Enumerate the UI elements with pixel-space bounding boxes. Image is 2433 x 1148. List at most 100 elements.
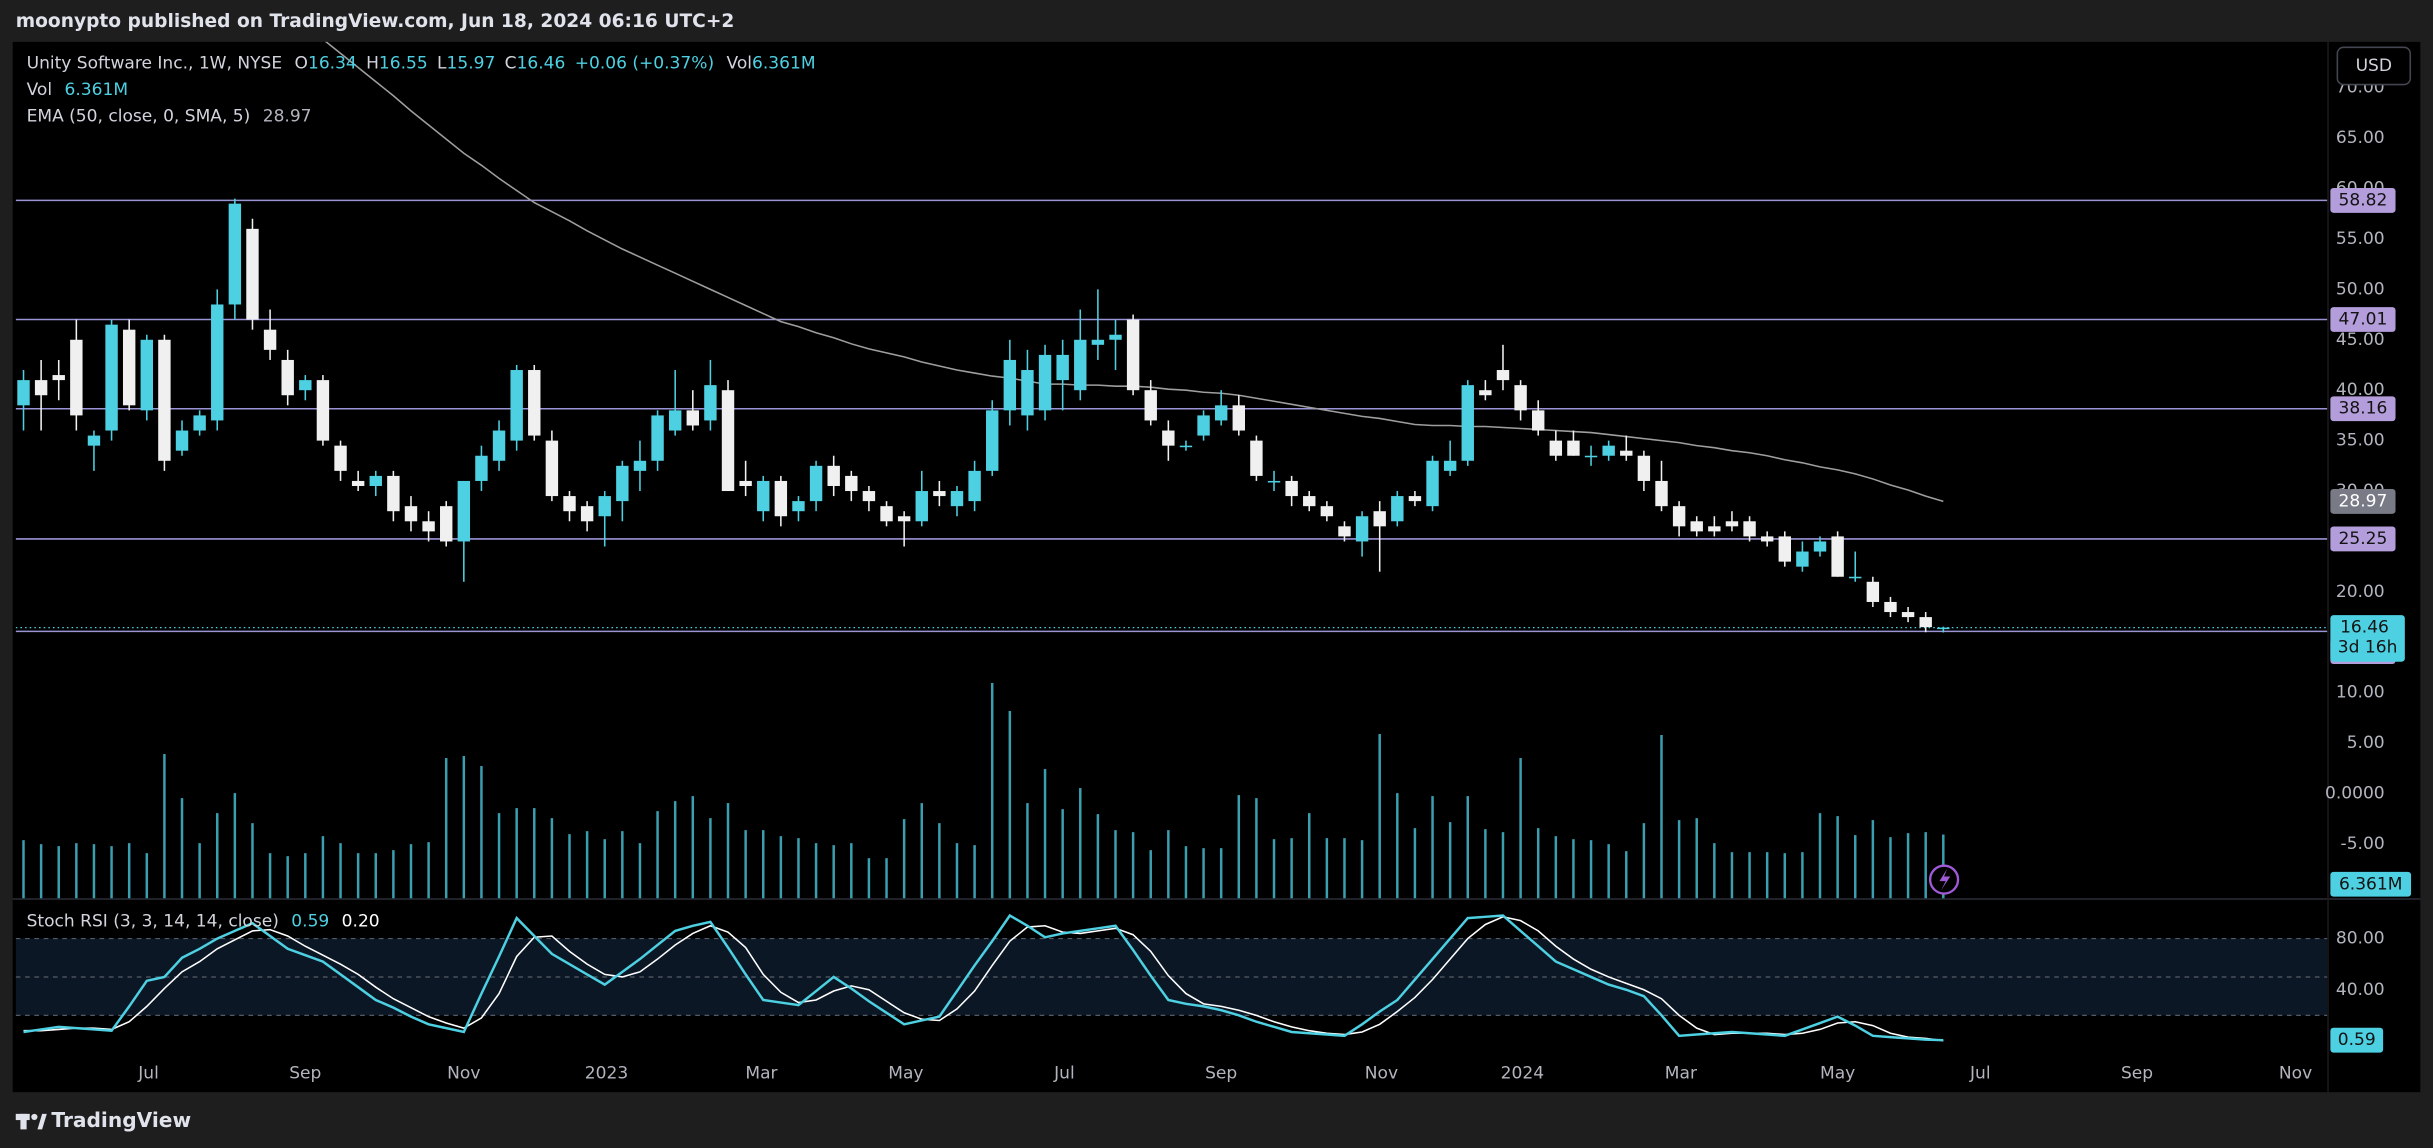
candle-body xyxy=(1056,354,1069,381)
candle-body xyxy=(1831,536,1844,577)
candle-body xyxy=(457,480,471,542)
volume-bar xyxy=(1026,803,1029,899)
candle-body xyxy=(1549,440,1563,456)
volume-bar xyxy=(392,850,395,899)
candle-body xyxy=(1725,521,1739,527)
level-tag: 58.82 xyxy=(2339,190,2388,210)
candle-body xyxy=(545,440,559,497)
volume-bar xyxy=(409,844,413,899)
candle-body xyxy=(211,304,224,421)
volume-bar xyxy=(180,798,184,899)
candle-body xyxy=(87,435,101,446)
volume-bar xyxy=(1607,844,1610,899)
volume-bar xyxy=(1783,853,1787,899)
published-line: moonypto published on TradingView.com, J… xyxy=(16,11,735,32)
candle-body xyxy=(70,339,83,416)
candle-body xyxy=(1849,576,1862,579)
stoch-label: Stoch RSI (3, 3, 14, 14, close) xyxy=(27,912,279,932)
candle-body xyxy=(1901,612,1915,618)
volume-bar xyxy=(1871,820,1875,899)
candle-body xyxy=(193,415,206,431)
volume-bar xyxy=(216,813,219,899)
candle-body xyxy=(1074,339,1087,391)
candle-body xyxy=(1602,445,1615,456)
candle-body xyxy=(651,415,664,461)
candle-body xyxy=(1796,551,1809,567)
volume-bar xyxy=(797,838,800,899)
candle-body xyxy=(616,465,629,502)
candle-body xyxy=(1091,339,1105,345)
candle-body xyxy=(1267,480,1281,483)
y-tick-label: 50.00 xyxy=(2336,279,2385,299)
currency[interactable]: USD xyxy=(2356,56,2392,76)
candle-body xyxy=(1179,445,1193,448)
volume-bar xyxy=(603,839,606,899)
level-tag: 38.16 xyxy=(2339,399,2388,419)
chart-panel xyxy=(12,41,2421,1093)
candle-body xyxy=(175,430,189,451)
volume-bar xyxy=(1396,793,1399,899)
volume-bar xyxy=(1572,839,1575,899)
candle-body xyxy=(827,465,840,486)
high-value: 16.55 xyxy=(379,54,428,74)
volume-bar xyxy=(920,803,924,899)
candle-body xyxy=(933,491,946,497)
volume-bar xyxy=(1536,828,1540,899)
volume-bar xyxy=(1625,851,1628,899)
volume-bar xyxy=(268,853,272,899)
volume-bar xyxy=(1906,833,1910,899)
currency-button[interactable] xyxy=(2336,46,2412,86)
volume-bar xyxy=(92,844,96,899)
candle-body xyxy=(1003,359,1017,411)
volume-bar xyxy=(1642,823,1646,899)
volume-bar xyxy=(1343,838,1346,899)
candle-body xyxy=(1567,440,1580,456)
volume-bar xyxy=(1748,852,1751,899)
x-tick-label: Mar xyxy=(745,1064,778,1084)
volume-bar xyxy=(1431,796,1434,899)
candle-body xyxy=(281,359,294,396)
l-letter: L xyxy=(437,54,447,74)
candle-body xyxy=(633,460,647,471)
volume-bar xyxy=(885,858,888,899)
volume-bar xyxy=(1854,835,1857,899)
candle-body xyxy=(686,410,699,426)
candle-body xyxy=(774,480,788,517)
volume-bar xyxy=(1589,840,1593,899)
open-value: 16.34 xyxy=(308,54,357,74)
candle-body xyxy=(140,339,153,411)
volume-bar xyxy=(1836,816,1839,899)
volume-bar xyxy=(1519,758,1522,899)
candle-body xyxy=(1426,460,1439,507)
volume-bar xyxy=(938,823,941,899)
alert-bolt[interactable] xyxy=(1939,868,1951,891)
x-tick-label: Sep xyxy=(2121,1064,2153,1084)
volume-bar xyxy=(1184,846,1188,899)
y-tick-label: 5.00 xyxy=(2347,733,2385,753)
x-tick-label: Jul xyxy=(1053,1064,1075,1084)
candle-body xyxy=(880,506,893,522)
volume-bar xyxy=(1043,769,1047,899)
volume-bar xyxy=(339,843,342,899)
price-tag-bg xyxy=(2330,615,2405,662)
candle-body xyxy=(440,506,453,542)
volume-bar xyxy=(550,818,554,899)
volume-bar xyxy=(1114,830,1117,899)
volume-bar xyxy=(480,766,483,899)
candle-body xyxy=(757,480,770,512)
countdown: 3d 16h xyxy=(2338,638,2398,658)
y-tick-label: 0.0000 xyxy=(2325,784,2385,804)
candle-body xyxy=(158,339,171,461)
volume-bar xyxy=(638,843,642,899)
candle-body xyxy=(1937,627,1950,630)
price-pane xyxy=(15,41,2328,633)
candle-body xyxy=(809,465,823,502)
ema-legend: EMA (50, close, 0, SMA, 5) 28.97 xyxy=(27,106,312,126)
volume-bar xyxy=(427,842,430,899)
volume-bar xyxy=(1501,832,1505,899)
candle-body xyxy=(1778,536,1791,562)
alert-icon[interactable] xyxy=(1928,864,1960,895)
logo-part xyxy=(31,1113,38,1121)
stoch-tag-bg xyxy=(2330,1027,2384,1053)
